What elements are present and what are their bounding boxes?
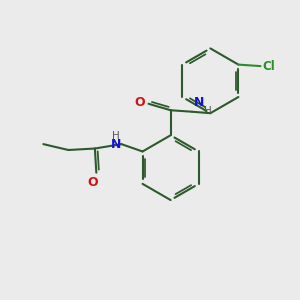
Text: Cl: Cl <box>262 60 275 73</box>
Text: O: O <box>88 176 98 189</box>
Text: N: N <box>111 138 122 151</box>
Text: N: N <box>194 96 204 110</box>
Text: O: O <box>134 96 145 109</box>
Text: H: H <box>204 106 212 116</box>
Text: H: H <box>112 130 120 141</box>
